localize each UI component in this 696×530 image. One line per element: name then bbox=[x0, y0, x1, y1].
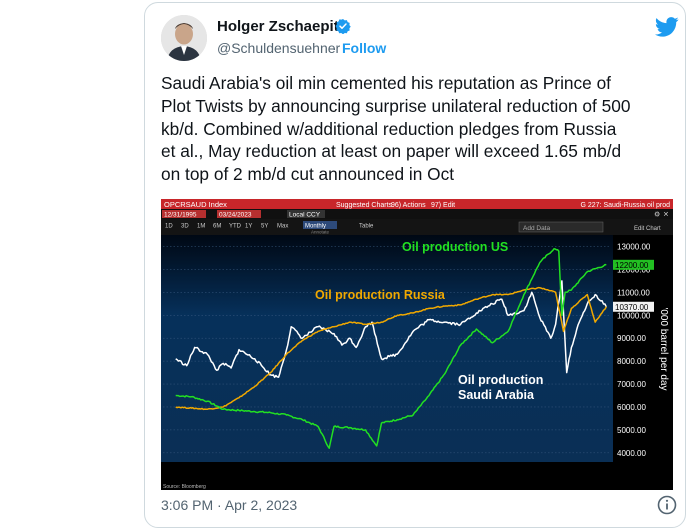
period-button-6m[interactable]: 6M bbox=[213, 224, 221, 230]
end-date-field[interactable] bbox=[217, 210, 261, 218]
currency-text: Local CCY bbox=[289, 212, 321, 219]
last-value-badge bbox=[613, 301, 654, 312]
grid-lines bbox=[163, 246, 611, 454]
avatar[interactable] bbox=[161, 15, 207, 61]
period-buttons: 1D 3D 1M 6M YTD 1Y 5Y Max bbox=[165, 224, 288, 230]
tweet-card: Holger Zschaepitz @Schuldensuehner · Fol… bbox=[144, 2, 686, 528]
index-label: OPCRSAUD Index bbox=[164, 200, 227, 209]
separator-dot: · bbox=[332, 40, 337, 56]
start-date-text: 12/31/1995 bbox=[164, 212, 197, 219]
source-label: Source: Bloomberg bbox=[163, 484, 206, 490]
last-value-badge bbox=[613, 259, 654, 270]
series-line-oil-production-saudi-arabia bbox=[175, 280, 607, 379]
last-value-text: 10370.00 bbox=[615, 303, 649, 312]
actions-menu[interactable]: 96) Actions bbox=[391, 202, 426, 209]
series-line-oil-production-us bbox=[175, 248, 607, 449]
y-axis-ticks: 13000.00 12000.00 11000.00 10000.00 9000.00 8… bbox=[617, 242, 651, 457]
y-tick-label: 13000.00 bbox=[617, 242, 651, 251]
settings-icon[interactable]: ⚙ bbox=[654, 211, 660, 219]
follow-button[interactable]: Follow bbox=[342, 40, 387, 56]
info-icon[interactable] bbox=[657, 495, 677, 515]
y-tick-label: 4000.00 bbox=[617, 449, 646, 458]
add-data-field[interactable] bbox=[518, 221, 604, 233]
period-button-1y[interactable]: 1Y bbox=[245, 224, 252, 230]
annotation-saudi-line: Saudi Arabia bbox=[458, 388, 535, 402]
bloomberg-chart: OPCRSAUD Index Suggested Charts 96) Acti… bbox=[161, 199, 673, 490]
last-value-text: 12200.00 bbox=[615, 261, 649, 270]
chart-svg: OPCRSAUD Index Suggested Charts 96) Acti… bbox=[161, 199, 673, 490]
y-tick-label: 8000.00 bbox=[617, 357, 646, 366]
author-handle[interactable]: @Schuldensuehner bbox=[217, 40, 341, 56]
author-name[interactable]: Holger Zschaepitz bbox=[217, 18, 347, 35]
y-tick-label: 10000.00 bbox=[617, 311, 651, 320]
close-icon[interactable]: ✕ bbox=[663, 212, 669, 219]
y-tick-label: 11000.00 bbox=[617, 288, 650, 297]
annotation-us: Oil production US bbox=[402, 240, 508, 254]
tweet-text: Saudi Arabia's oil min cemented his repu… bbox=[161, 73, 631, 185]
start-date-field[interactable] bbox=[162, 210, 206, 218]
y-tick-label: 7000.00 bbox=[617, 380, 646, 389]
series-lines bbox=[175, 248, 607, 449]
y-axis-label: '000 barrel per day bbox=[658, 307, 669, 390]
edit-chart-button[interactable]: Edit Chart bbox=[634, 226, 661, 232]
end-date-text: 03/24/2023 bbox=[219, 212, 252, 219]
table-tab[interactable]: Table bbox=[359, 224, 374, 230]
twitter-bird-icon[interactable] bbox=[655, 17, 679, 37]
date-bar bbox=[161, 209, 673, 219]
annotation-saudi: Oil production Saudi Arabia bbox=[458, 373, 543, 402]
last-value-badges: 12200.00 10370.00 bbox=[613, 259, 654, 312]
verified-badge-icon bbox=[335, 19, 351, 34]
series-line-oil-production-russia bbox=[175, 286, 607, 411]
period-button-ytd[interactable]: YTD bbox=[229, 224, 242, 230]
x-axis-area bbox=[161, 462, 613, 490]
y-tick-label: 5000.00 bbox=[617, 426, 646, 435]
tweet-timestamp[interactable]: 3:06 PM · Apr 2, 2023 bbox=[161, 497, 298, 513]
period-button-max[interactable]: Max bbox=[277, 224, 288, 230]
suggested-charts-menu[interactable]: Suggested Charts bbox=[336, 202, 393, 209]
edit-menu[interactable]: 97) Edit bbox=[431, 202, 455, 209]
terminal-header-bar bbox=[161, 199, 673, 209]
currency-select[interactable] bbox=[287, 210, 325, 218]
y-tick-label: 6000.00 bbox=[617, 403, 646, 412]
y-tick-label: 9000.00 bbox=[617, 334, 646, 343]
frequency-text: Monthly bbox=[305, 224, 326, 230]
plot-area bbox=[161, 235, 613, 462]
frequency-select[interactable] bbox=[303, 221, 337, 229]
add-data-text: Add Data bbox=[523, 225, 550, 232]
y-tick-label: 12000.00 bbox=[617, 265, 651, 274]
annotate-checkbox[interactable]: Annotate bbox=[311, 230, 330, 235]
period-button-1m[interactable]: 1M bbox=[197, 224, 205, 230]
annotation-russia: Oil production Russia bbox=[315, 288, 446, 302]
period-button-3d[interactable]: 3D bbox=[181, 224, 189, 230]
period-button-1d[interactable]: 1D bbox=[165, 224, 173, 230]
page-title: G 227: Saudi-Russia oil prod bbox=[581, 202, 671, 209]
period-button-5y[interactable]: 5Y bbox=[261, 224, 268, 230]
annotation-saudi-line: Oil production bbox=[458, 373, 543, 387]
